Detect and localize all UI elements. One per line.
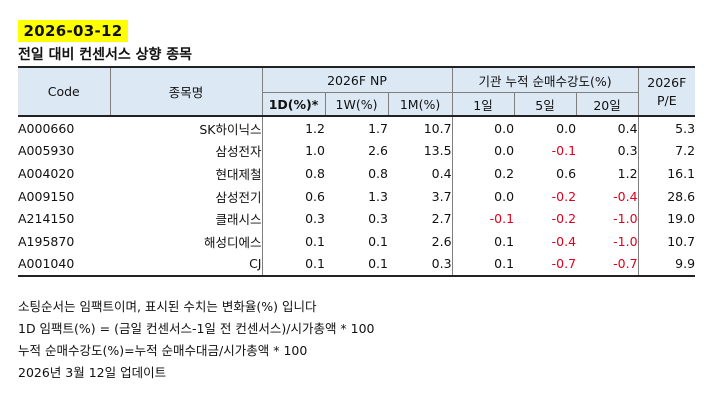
- header-inst-5d: 5일: [514, 92, 577, 117]
- table-row: A001040 CJ 0.1 0.1 0.3 0.1 -0.7 -0.7 9.9: [18, 252, 696, 277]
- header-inst-group: 기관 누적 순매수강도(%): [452, 67, 639, 93]
- cell-np-1m: 10.7: [388, 116, 453, 140]
- cell-np-1m: 13.5: [388, 139, 453, 163]
- cell-inst-1d: 0.1: [494, 256, 515, 272]
- note-impact-formula: 1D 임팩트(%) = (금일 컨센서스-1일 전 컨센서스)/시가총액 * 1…: [18, 321, 375, 336]
- table-row: A009150 삼성전기 0.6 1.3 3.7 0.0 -0.2 -0.4 28.6: [18, 184, 696, 208]
- header-name: 종목명: [110, 67, 263, 117]
- cell-code: A195870: [18, 233, 75, 249]
- note-net-buy-formula: 누적 순매수강도(%)=누적 순매수대금/시가총액 * 100: [18, 343, 308, 358]
- header-np-1w: 1W(%): [325, 92, 389, 117]
- cell-inst-20d: 1.2: [576, 162, 639, 185]
- cell-np-1d: 0.6: [305, 188, 325, 204]
- cell-np-1w: 0.8: [368, 165, 388, 181]
- cell-inst-5d: 0.0: [556, 120, 577, 136]
- cell-code: A009150: [18, 188, 75, 204]
- cell-np-1m: 0.3: [388, 252, 453, 277]
- cell-pe: 5.3: [675, 120, 696, 136]
- cell-name: CJ: [110, 252, 263, 277]
- cell-np-1w: 1.7: [368, 120, 388, 136]
- footnotes: 소팅순서는 임팩트이며, 표시된 수치는 변화율(%) 입니다 1D 임팩트(%…: [18, 296, 375, 384]
- note-sorting: 소팅순서는 임팩트이며, 표시된 수치는 변화율(%) 입니다: [18, 299, 317, 314]
- note-update-date: 2026년 3월 12일 업데이트: [18, 365, 167, 380]
- table-row: A000660 SK하이닉스 1.2 1.7 10.7 0.0 0.0 0.4 5.3: [18, 116, 695, 140]
- cell-pe: 28.6: [667, 188, 696, 204]
- table-title: 전일 대비 컨센서스 상향 종목: [18, 47, 193, 63]
- cell-inst-1d: 0.0: [494, 143, 515, 159]
- cell-np-1w: 0.1: [368, 233, 388, 249]
- cell-inst-20d: -1.0: [576, 207, 639, 230]
- cell-np-1m: 2.7: [388, 207, 453, 230]
- cell-inst-5d: -0.7: [551, 256, 577, 272]
- cell-inst-1d: -0.1: [489, 211, 515, 227]
- cell-inst-5d: 0.6: [556, 165, 577, 181]
- cell-np-1w: 0.3: [368, 211, 388, 227]
- cell-code: A004020: [18, 165, 75, 181]
- cell-inst-20d: -1.0: [576, 229, 639, 253]
- header-np-1d: 1D(%)*: [262, 92, 326, 117]
- table-row: A005930 삼성전자 1.0 2.6 13.5 0.0 -0.1 0.3 7.2: [18, 139, 696, 163]
- header-pe: 2026F P/E: [638, 67, 696, 117]
- cell-inst-20d: -0.4: [576, 184, 639, 208]
- cell-pe: 19.0: [667, 211, 696, 227]
- cell-code: A001040: [18, 256, 75, 272]
- cell-np-1w: 2.6: [368, 143, 388, 159]
- cell-inst-5d: -0.4: [551, 233, 577, 249]
- cell-inst-5d: -0.1: [551, 143, 577, 159]
- cell-np-1m: 2.6: [388, 229, 453, 253]
- cell-name: 현대제철: [110, 162, 263, 185]
- header-code: Code: [18, 67, 111, 117]
- cell-code: A005930: [18, 143, 75, 159]
- header-pe-line1: 2026F: [647, 74, 687, 90]
- cell-np-1d: 1.0: [305, 143, 325, 159]
- cell-pe: 9.9: [675, 256, 696, 272]
- cell-pe: 7.2: [675, 143, 696, 159]
- table-row: A214150 클래시스 0.3 0.3 2.7 -0.1 -0.2 -1.0 19.0: [18, 207, 695, 230]
- header-pe-line2: P/E: [656, 92, 677, 108]
- cell-np-1m: 3.7: [388, 184, 453, 208]
- header-np-group: 2026F NP: [262, 67, 453, 93]
- consensus-table: Code 종목명 2026F NP 기관 누적 순매수강도(%) 2026F P…: [18, 66, 696, 278]
- cell-name: 삼성전자: [110, 139, 263, 163]
- cell-inst-1d: 0.1: [494, 233, 515, 249]
- cell-np-1d: 0.1: [305, 233, 325, 249]
- header-np-1m: 1M(%): [388, 92, 453, 117]
- table-row: A195870 해성디에스 0.1 0.1 2.6 0.1 -0.4 -1.0 10.7: [18, 229, 696, 253]
- header-inst-20d: 20일: [576, 92, 639, 117]
- table-row: A004020 현대제철 0.8 0.8 0.4 0.2 0.6 1.2 16.1: [18, 162, 695, 185]
- cell-np-1w: 1.3: [368, 188, 388, 204]
- cell-code: A000660: [18, 120, 75, 136]
- cell-name: 해성디에스: [110, 229, 263, 253]
- cell-code: A214150: [18, 211, 75, 227]
- header-inst-1d: 1일: [452, 92, 515, 117]
- cell-inst-1d: 0.0: [494, 188, 515, 204]
- cell-pe: 16.1: [667, 165, 696, 181]
- cell-np-1m: 0.4: [388, 162, 453, 185]
- cell-inst-5d: -0.2: [551, 211, 577, 227]
- cell-pe: 10.7: [667, 233, 696, 249]
- cell-name: SK하이닉스: [110, 116, 263, 140]
- cell-np-1d: 0.1: [305, 256, 325, 272]
- cell-np-1d: 0.3: [305, 211, 325, 227]
- cell-inst-20d: 0.4: [576, 116, 639, 140]
- date-badge: 2026-03-12: [18, 20, 128, 42]
- cell-inst-1d: 0.2: [494, 165, 515, 181]
- cell-inst-1d: 0.0: [494, 120, 515, 136]
- cell-np-1d: 1.2: [305, 120, 325, 136]
- cell-inst-20d: -0.7: [576, 252, 639, 277]
- cell-inst-5d: -0.2: [551, 188, 577, 204]
- cell-name: 클래시스: [110, 207, 263, 230]
- cell-inst-20d: 0.3: [576, 139, 639, 163]
- cell-np-1w: 0.1: [368, 256, 388, 272]
- cell-np-1d: 0.8: [305, 165, 325, 181]
- cell-name: 삼성전기: [110, 184, 263, 208]
